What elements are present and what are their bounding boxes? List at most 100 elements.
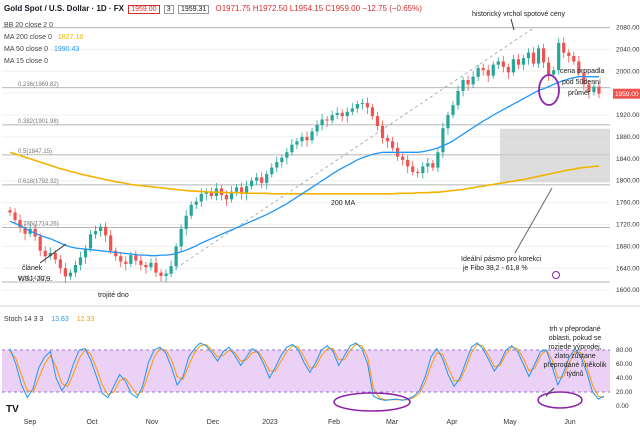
- annotation-triple-bottom: trojité dno: [98, 292, 129, 299]
- x-tick-label: 2023: [262, 419, 278, 426]
- x-tick-label: Sep: [24, 419, 37, 426]
- stoch-d-line: [9, 343, 605, 401]
- candle-body: [325, 119, 329, 121]
- stoch-k-value: 13.63: [51, 316, 69, 323]
- candle-body: [340, 112, 344, 117]
- candle-body: [68, 272, 73, 277]
- candle-body: [370, 107, 375, 117]
- candle-body: [23, 227, 27, 234]
- candle-body: [345, 111, 349, 117]
- x-tick-label: Apr: [447, 419, 459, 426]
- candle-body: [184, 215, 188, 229]
- indicator-bb[interactable]: BB 20 close 2 0: [4, 22, 53, 29]
- candle-body: [88, 234, 93, 249]
- candle-body: [401, 156, 405, 160]
- tradingview-logo: TV: [6, 404, 19, 415]
- candle-body: [456, 90, 460, 106]
- candle-body: [567, 52, 571, 56]
- candle-body: [300, 136, 304, 142]
- candle-body: [461, 80, 465, 91]
- stoch-header[interactable]: Stoch 14 3 3 13.63 12.33: [4, 316, 94, 323]
- candle-body: [587, 84, 591, 93]
- annotation-stoch: přeprodané i několik: [543, 362, 607, 369]
- fib-label: 0.5(1847.15): [18, 149, 52, 155]
- indicator-label: BB 20 close 2 0: [4, 22, 54, 29]
- candle-body: [572, 55, 576, 62]
- candle-body: [481, 67, 485, 71]
- candle-body: [411, 166, 415, 172]
- fib-label: 0.786(1714.26): [18, 222, 59, 228]
- candle-body: [330, 115, 334, 121]
- candle-body: [406, 159, 410, 167]
- stoch-d-value: 12.33: [76, 316, 95, 323]
- candle-body: [547, 62, 551, 75]
- correction-zone: [500, 128, 610, 183]
- candle-body: [154, 262, 158, 273]
- candle-body: [436, 152, 440, 168]
- x-tick-label: May: [503, 419, 517, 426]
- chart-header: Gold Spot / U.S. Dollar · 1D · FX 1959.0…: [4, 4, 422, 14]
- candle-body: [129, 255, 133, 264]
- candle-body: [209, 191, 213, 197]
- annotation-top-arrow: [510, 18, 515, 31]
- candle-body: [426, 163, 430, 167]
- candle-body: [73, 264, 78, 273]
- candle-body: [375, 116, 380, 126]
- indicator-ma15[interactable]: MA 15 close 0: [4, 58, 48, 65]
- candle-body: [557, 42, 561, 71]
- stoch-overbought-band: [2, 350, 610, 392]
- alert-icon: [552, 271, 560, 279]
- candle-body: [239, 187, 244, 194]
- candle-body: [260, 177, 264, 183]
- candle-body: [380, 125, 385, 139]
- highlight-circle-stoch-feb: [333, 392, 411, 412]
- candle-body: [582, 72, 586, 85]
- candle-body: [501, 61, 505, 67]
- candle-body: [63, 268, 67, 277]
- y-tick-label: 1640.00: [616, 265, 640, 272]
- symbol-title[interactable]: Gold Spot / U.S. Dollar · 1D · FX: [4, 4, 125, 13]
- candle-body: [511, 59, 515, 73]
- candle-body: [13, 212, 17, 221]
- indicator-ma50[interactable]: MA 50 close 0 1990.43: [4, 46, 79, 53]
- candle-body: [134, 255, 138, 261]
- y-tick-label: 1880.00: [616, 134, 640, 141]
- candle-body: [38, 236, 42, 251]
- y-tick-label: 1600.00: [616, 287, 640, 294]
- candle-body: [43, 250, 47, 257]
- stoch-tick-label: 80.00: [616, 347, 633, 354]
- candle-body: [597, 86, 601, 94]
- candle-body: [320, 119, 324, 125]
- annotation-stoch: rozjede výprodej,: [548, 344, 601, 351]
- trend-line: [165, 27, 534, 276]
- candle-body: [58, 259, 62, 269]
- indicator-ma200[interactable]: MA 200 close 0 1827.18: [4, 34, 83, 41]
- candle-body: [48, 252, 52, 257]
- current-price-tag: [613, 88, 640, 99]
- candle-body: [285, 152, 289, 158]
- candle-body: [83, 248, 88, 258]
- candle-body: [204, 191, 208, 194]
- candle-body: [421, 166, 425, 174]
- y-tick-label: 1720.00: [616, 221, 640, 228]
- y-tick-label: 1680.00: [616, 243, 640, 250]
- candle-body: [365, 103, 370, 108]
- candle-body: [491, 64, 495, 76]
- annotation-stoch: týdnů: [566, 370, 583, 378]
- candle-body: [234, 187, 239, 192]
- candle-body: [335, 112, 339, 116]
- annotation-top: historický vrchol spotové ceny: [472, 11, 565, 18]
- candle-body: [189, 204, 193, 216]
- candle-body: [471, 76, 475, 85]
- y-tick-label: 1840.00: [616, 156, 640, 163]
- candle-body: [250, 180, 254, 187]
- candle-body: [109, 235, 113, 251]
- indicator-label: MA 200 close 0: [4, 34, 52, 41]
- candle-body: [592, 86, 596, 93]
- annotation-drop: cena propadla: [560, 68, 604, 75]
- candle-body: [114, 250, 118, 257]
- ohlc-readout: O1971.75 H1972.50 L1954.15 C1959.00 −12.…: [215, 4, 422, 13]
- current-price-label: 1959.00: [615, 91, 639, 98]
- x-tick-label: Oct: [87, 419, 98, 426]
- spread-box: 3: [163, 5, 174, 14]
